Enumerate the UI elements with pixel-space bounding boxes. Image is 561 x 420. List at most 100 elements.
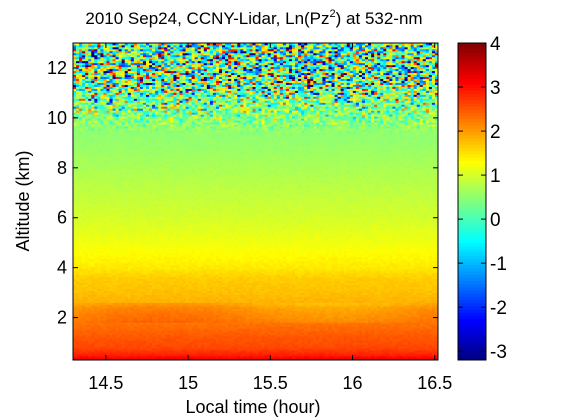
heatmap-cell [368,346,372,349]
heatmap-cell [325,284,329,288]
heatmap-cell [352,318,357,321]
heatmap-cell [191,328,196,331]
heatmap-cell [249,316,253,319]
heatmap-cell [413,296,418,299]
heatmap-cell [285,312,290,315]
heatmap-cell [194,354,199,357]
heatmap-cell [149,326,153,329]
heatmap-cell [191,336,196,339]
heatmap-cell [212,296,217,299]
heatmap-cell [292,352,296,355]
heatmap-cell [228,342,232,345]
heatmap-cell [109,320,113,323]
heatmap-cell [173,344,177,347]
heatmap-cell [352,346,357,349]
heatmap-cell [130,332,135,335]
heatmap-cell [316,284,320,288]
heatmap-cell [413,298,418,301]
heatmap-cell [301,302,305,305]
heatmap-cell [139,332,144,335]
heatmap-cell [158,340,162,343]
heatmap-cell [88,308,92,311]
heatmap-cell [94,314,98,317]
heatmap-cell [422,348,427,351]
heatmap-cell [404,308,408,311]
heatmap-cell [425,300,430,303]
heatmap-cell [103,300,107,303]
heatmap-cell [194,334,199,337]
heatmap-cell [91,358,95,360]
heatmap-cell [428,286,433,290]
heatmap-cell [273,344,278,347]
heatmap-cell [133,358,138,360]
heatmap-cell [398,306,402,309]
heatmap-cell [191,312,196,315]
heatmap-cell [380,352,384,355]
heatmap-cell [155,338,159,341]
heatmap-cell [285,290,290,293]
heatmap-cell [334,312,338,315]
heatmap-cell [340,300,345,303]
heatmap-cell [173,320,177,323]
heatmap-cell [243,290,247,293]
heatmap-cell [161,336,165,339]
heatmap-cell [215,304,220,307]
heatmap-cell [252,296,256,299]
heatmap-cell [292,328,296,331]
heatmap-cell [307,280,311,284]
heatmap-cell [276,356,281,359]
heatmap-cell [416,324,421,327]
heatmap-cell [346,354,351,357]
heatmap-cell [355,324,360,327]
heatmap-cell [255,340,259,343]
heatmap-cell [380,290,384,293]
heatmap-cell [389,284,393,288]
heatmap-cell [419,290,424,293]
heatmap-cell [234,348,238,351]
heatmap-cell [270,276,275,280]
heatmap-cell [267,290,272,293]
heatmap-cell [419,314,424,317]
heatmap-cell [407,342,411,345]
heatmap-cell [136,340,141,343]
heatmap-cell [146,276,150,280]
heatmap-cell [340,346,345,349]
heatmap-cell [270,356,275,359]
heatmap-cell [234,292,238,295]
heatmap-cell [425,346,430,349]
heatmap-cell [240,306,244,309]
heatmap-cell [215,300,220,303]
heatmap-cell [313,298,317,301]
heatmap-cell [325,316,329,319]
heatmap-cell [112,324,116,327]
heatmap-cell [298,332,302,335]
heatmap-cell [331,350,335,353]
heatmap-cell [109,354,113,357]
heatmap-cell [292,324,296,327]
heatmap-cell [307,308,311,311]
heatmap-cell [358,328,363,331]
heatmap-cell [322,308,326,311]
heatmap-cell [142,324,147,327]
heatmap-cell [368,310,372,313]
heatmap-cell [200,344,205,347]
heatmap-cell [231,324,235,327]
heatmap-cell [301,298,305,301]
heatmap-cell [377,310,381,313]
heatmap-cell [197,280,202,284]
heatmap-cell [228,280,232,284]
heatmap-cell [97,300,101,303]
heatmap-cell [118,346,123,349]
heatmap-cell [292,300,296,303]
heatmap-cell [425,280,430,284]
heatmap-cell [319,322,323,325]
heatmap-cell [328,320,332,323]
heatmap-cell [237,302,241,305]
heatmap-cell [273,328,278,331]
heatmap-cell [337,324,342,327]
heatmap-cell [176,354,180,357]
heatmap-cell [219,292,223,295]
heatmap-cell [386,288,390,292]
heatmap-cell [365,342,369,345]
heatmap-cell [349,314,354,317]
